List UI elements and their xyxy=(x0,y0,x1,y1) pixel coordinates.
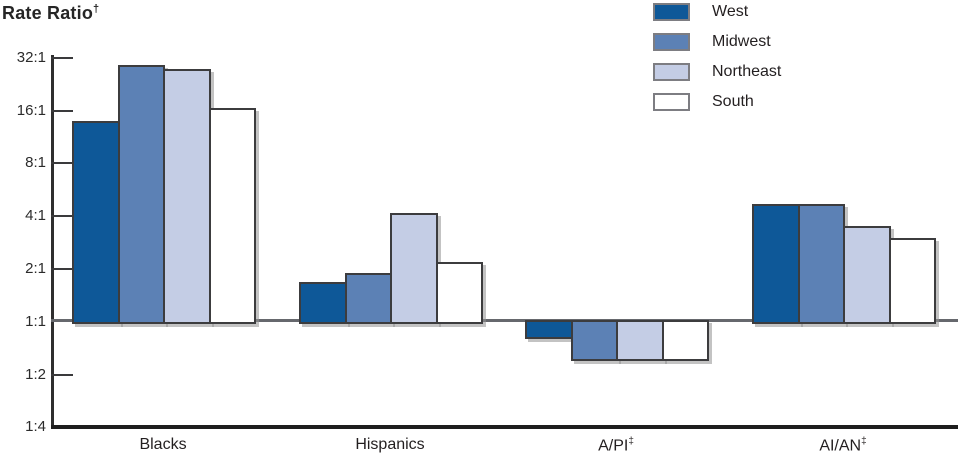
bar xyxy=(797,203,845,324)
legend: West Midwest Northeast South xyxy=(653,2,781,122)
x-category-label-text: A/PI xyxy=(598,437,629,455)
x-category-label-text: Hispanics xyxy=(355,436,425,453)
baseline-1to1 xyxy=(51,319,958,322)
legend-label: Northeast xyxy=(712,62,782,80)
bar xyxy=(208,108,256,324)
dagger-superscript: † xyxy=(93,3,100,15)
bar xyxy=(163,69,211,324)
y-tick-label: 1:4 xyxy=(25,418,46,435)
y-tick-label: 1:2 xyxy=(25,366,46,383)
bar xyxy=(390,212,438,324)
y-tick-label: 8:1 xyxy=(25,154,46,171)
legend-swatch-icon xyxy=(653,62,690,81)
x-category-label-text: AI/AN xyxy=(819,437,862,455)
x-category-label: Hispanics xyxy=(310,436,470,454)
bar xyxy=(661,320,709,361)
double-dagger-superscript: ‡ xyxy=(628,436,634,447)
legend-item-northeast: Northeast xyxy=(653,62,781,81)
double-dagger-superscript: ‡ xyxy=(861,436,867,447)
y-tick-label: 16:1 xyxy=(16,102,46,119)
bar xyxy=(299,281,347,324)
bar xyxy=(72,120,120,324)
y-tick-label: 32:1 xyxy=(16,49,46,66)
y-axis-title-text: Rate Ratio xyxy=(2,3,94,23)
y-tick-mark xyxy=(51,373,73,376)
y-tick-label: 4:1 xyxy=(25,207,46,224)
y-axis-line xyxy=(51,55,54,429)
legend-item-west: West xyxy=(653,2,781,21)
y-axis-title: Rate Ratio† xyxy=(2,3,99,24)
bar xyxy=(570,320,618,361)
legend-label: South xyxy=(712,92,754,110)
bar xyxy=(843,226,891,324)
bar xyxy=(344,273,392,324)
y-tick-mark xyxy=(51,268,73,271)
bar xyxy=(435,261,483,324)
x-category-label: AI/AN‡ xyxy=(763,436,923,455)
legend-label: Midwest xyxy=(712,32,771,50)
x-category-label-text: Blacks xyxy=(139,436,187,453)
bar xyxy=(752,203,800,324)
bar xyxy=(888,238,936,324)
x-category-label: Blacks xyxy=(83,436,243,454)
x-category-label: A/PI‡ xyxy=(536,436,696,455)
y-tick-mark xyxy=(51,215,73,218)
legend-item-midwest: Midwest xyxy=(653,32,781,51)
legend-label: West xyxy=(712,2,749,20)
bar xyxy=(616,320,664,361)
bar xyxy=(117,65,165,324)
legend-item-south: South xyxy=(653,92,781,111)
legend-swatch-icon xyxy=(653,92,690,111)
x-axis-line xyxy=(51,425,958,429)
y-tick-mark xyxy=(51,162,73,165)
y-tick-label: 2:1 xyxy=(25,260,46,277)
y-tick-mark xyxy=(51,109,73,112)
legend-swatch-icon xyxy=(653,2,690,21)
legend-swatch-icon xyxy=(653,32,690,51)
y-tick-mark xyxy=(51,56,73,59)
y-tick-label: 1:1 xyxy=(25,313,46,330)
bar xyxy=(525,320,573,340)
